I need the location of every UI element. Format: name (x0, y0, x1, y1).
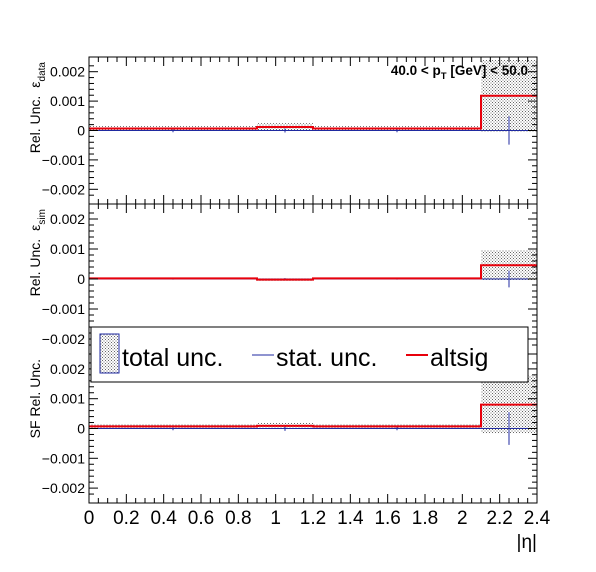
legend-label-total: total unc. (122, 344, 223, 372)
x-tick-label: 0.6 (188, 508, 214, 529)
x-tick-label: 0 (84, 508, 95, 529)
legend-label-altsig: altsig (430, 344, 488, 372)
y-axis-label: Rel. Unc. εsim (27, 209, 48, 296)
pt-range-pre: 40.0 < p (391, 63, 441, 78)
y-axis-label-eps: ε (27, 81, 43, 87)
altsig-line (89, 94, 537, 130)
x-axis-label: |η| (517, 532, 537, 553)
y-tick-label: 0 (77, 421, 85, 437)
x-tick-label: 1.6 (374, 508, 400, 529)
x-tick-label: 1.4 (337, 508, 364, 529)
x-tick-label: 2 (457, 508, 468, 529)
y-axis-label: Rel. Unc. εdata (27, 62, 48, 154)
y-axis-label: SF Rel. Unc. (27, 359, 43, 438)
y-axis-label-main: Rel. Unc. (27, 239, 43, 297)
x-axis: 0 0.2 0.4 0.6 0.8 1 1.2 1.4 1.6 1.8 2 2.2 2.4 |η| (84, 508, 551, 553)
legend-box (90, 326, 529, 383)
pt-range-post: [GeV] < 50.0 (447, 63, 528, 78)
y-tick-label: −0.001 (42, 450, 85, 466)
x-tick-label: 1.2 (300, 508, 326, 529)
x-tick-label: 0.4 (150, 508, 177, 529)
y-tick-label: 0 (77, 271, 85, 287)
x-tick-label: 2.2 (486, 508, 512, 529)
x-tick-label: 2.4 (524, 508, 551, 529)
y-tick-label: −0.001 (42, 152, 85, 168)
x-tick-label: 1.8 (412, 508, 438, 529)
x-tick-label: 1 (270, 508, 281, 529)
x-tick-label: 0.8 (225, 508, 251, 529)
altsig-line (89, 264, 537, 281)
y-axis-label-sub: sim (37, 209, 48, 225)
legend-swatch-total (99, 333, 120, 374)
y-tick-label: 0.001 (50, 391, 85, 407)
pt-range-sub: T (441, 71, 447, 82)
y-tick-label: 0.001 (50, 93, 85, 109)
y-tick-label: 0.001 (50, 241, 85, 257)
y-tick-label: 0.002 (50, 211, 85, 227)
y-axis-label-eps: ε (27, 225, 43, 231)
y-tick-label: 0.002 (50, 361, 85, 377)
panel-1: 0.002 0.001 0 −0.001 −0.002 Rel. Unc. εdata (27, 56, 538, 205)
y-axis-label-main: Rel. Unc. (27, 96, 43, 154)
y-tick-label: 0 (77, 123, 85, 139)
legend-label-stat: stat. unc. (276, 344, 377, 372)
y-axis-label-sub: data (37, 62, 48, 82)
x-tick-label: 0.2 (113, 508, 139, 529)
y-tick-label: −0.002 (42, 331, 85, 347)
y-tick-label: −0.002 (42, 181, 85, 197)
y-tick-label: −0.002 (42, 480, 85, 496)
pt-range-annotation: 40.0 < pT [GeV] < 50.0 (391, 63, 528, 82)
y-axis-label-main: SF Rel. Unc. (27, 359, 43, 438)
altsig-line (89, 403, 537, 428)
legend: total unc. stat. unc. altsig (90, 326, 529, 383)
y-tick-label: 0.002 (50, 64, 85, 80)
y-tick-label: −0.001 (42, 301, 85, 317)
